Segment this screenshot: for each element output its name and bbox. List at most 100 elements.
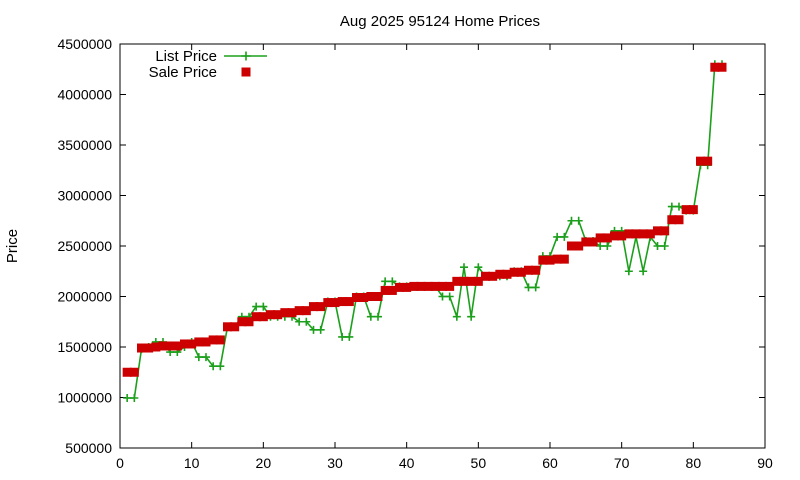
sale-price-point (344, 297, 354, 307)
sale-price-point (416, 281, 426, 291)
sale-price-point (366, 292, 376, 301)
sale-price-point (373, 292, 383, 301)
y-tick-label: 2000000 (57, 289, 112, 305)
list-price-point (259, 302, 268, 311)
sale-price-point (180, 339, 189, 349)
sale-price-point (223, 322, 232, 332)
sale-price-point (266, 310, 275, 320)
list-price-point (202, 353, 210, 362)
sale-price-point (144, 343, 154, 353)
list-price-point (603, 242, 612, 250)
sale-price-point (380, 285, 390, 295)
y-tick-label: 2500000 (57, 238, 112, 254)
list-price-point (639, 267, 648, 276)
sale-price-point (545, 255, 555, 265)
list-price-point (445, 292, 454, 301)
sale-price-point (638, 229, 648, 239)
list-price-point (374, 312, 382, 321)
sale-price-point (459, 276, 469, 286)
sale-price-point (502, 269, 512, 279)
sale-price-point (187, 339, 197, 349)
list-price-point (338, 332, 347, 341)
sale-price-point (445, 281, 455, 291)
sale-price-point (337, 297, 347, 307)
list-price-point (130, 394, 139, 403)
list-price-point (345, 332, 354, 341)
list-price-point (381, 277, 390, 286)
list-price-point (653, 242, 662, 250)
sale-price-point (466, 276, 476, 286)
list-price-point (560, 232, 569, 241)
x-tick-label: 50 (471, 455, 487, 471)
list-price-point (388, 277, 397, 286)
y-tick-label: 4500000 (57, 36, 112, 52)
list-price-point (302, 317, 311, 326)
sale-price-point (129, 367, 139, 377)
x-tick-label: 10 (184, 455, 200, 471)
list-price-point (252, 302, 261, 311)
sale-price-point (409, 281, 419, 291)
sale-price-point (574, 241, 584, 251)
series-layer (122, 60, 727, 403)
sale-price-point (316, 302, 326, 312)
x-tick-label: 30 (327, 455, 343, 471)
legend-list-price-marker (241, 51, 251, 61)
sale-price-point (352, 293, 361, 303)
sale-price-point (323, 298, 333, 308)
sale-price-point (473, 276, 483, 286)
list-price-point (209, 362, 218, 371)
sale-price-point (201, 337, 211, 347)
sale-price-point (595, 233, 605, 243)
list-price-point (596, 242, 605, 250)
sale-price-point (438, 281, 447, 291)
sale-price-point (624, 229, 634, 239)
list-price-point (660, 242, 669, 250)
list-price-point (531, 283, 540, 292)
sale-price-point (359, 293, 369, 303)
sale-price-point (681, 205, 691, 215)
sale-price-point (617, 231, 627, 241)
list-price-point (366, 312, 375, 321)
sale-price-point (660, 226, 670, 236)
sale-price-point (258, 312, 268, 322)
sale-price-point (567, 241, 576, 251)
sale-price-point (696, 156, 705, 166)
list-price-point (309, 325, 318, 334)
sale-price-point (610, 231, 619, 241)
list-price-point (123, 394, 132, 403)
list-price-point (438, 292, 447, 301)
sale-price-point (581, 237, 591, 247)
sale-price-point (151, 342, 161, 352)
list-price-point (316, 325, 325, 334)
sale-price-point (387, 285, 397, 295)
sale-price-point (667, 215, 677, 225)
x-tick-label: 40 (399, 455, 415, 471)
sale-price-point (330, 298, 340, 308)
sale-price-point (251, 312, 261, 322)
sale-price-point (631, 229, 641, 239)
sale-price-point (559, 254, 569, 264)
sale-price-point (237, 317, 247, 327)
sale-price-point (717, 62, 727, 72)
legend: List Price Sale Price (149, 48, 267, 81)
sale-price-point (653, 226, 662, 236)
chart-title: Aug 2025 95124 Home Prices (340, 13, 540, 30)
list-price-point (295, 317, 304, 326)
sale-price-point (531, 265, 541, 275)
sale-price-point (273, 310, 283, 320)
sale-price-point (430, 281, 440, 291)
axis-ticks: 0 10 20 30 40 50 60 70 80 90 500000 1000000 1500000 2… (57, 36, 773, 471)
x-tick-label: 0 (116, 455, 124, 471)
sale-price-point (509, 267, 519, 277)
x-tick-label: 60 (542, 455, 558, 471)
sale-price-point (165, 341, 175, 351)
sale-price-point (137, 343, 146, 353)
list-price-point (524, 283, 533, 292)
legend-list-price-label: List Price (155, 48, 217, 65)
list-price-point (574, 216, 583, 225)
sale-price-point (588, 237, 598, 247)
y-axis-label: Price (4, 229, 21, 263)
sale-price-point (402, 282, 412, 292)
